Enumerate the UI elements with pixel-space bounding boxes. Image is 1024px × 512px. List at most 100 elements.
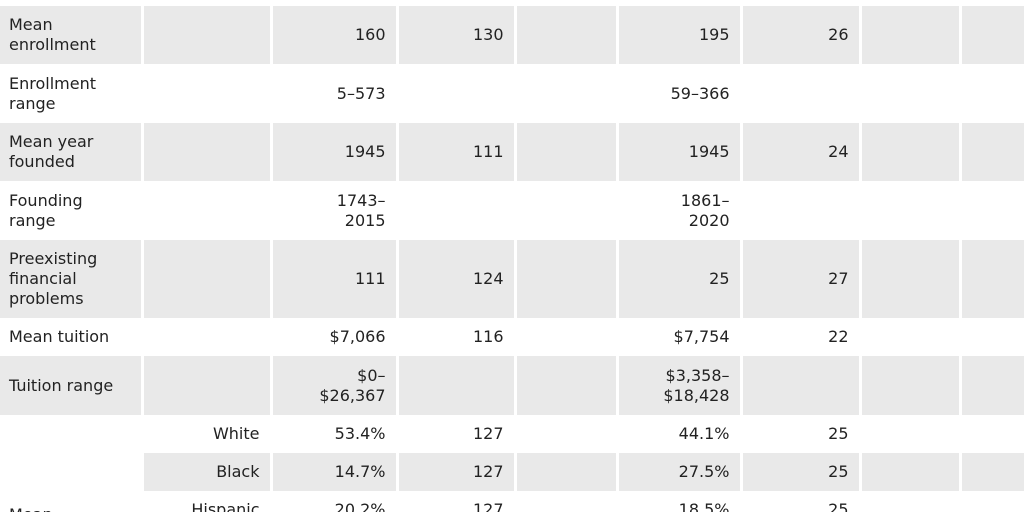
cell: 25	[741, 453, 862, 491]
cell	[515, 453, 619, 491]
row-label: Mean enrollment	[0, 6, 144, 64]
cell	[960, 123, 1024, 181]
cell: $7,066	[271, 318, 399, 356]
cell	[515, 240, 619, 318]
cell	[860, 181, 962, 240]
table-row: Enrollment range 5–573 59–366	[0, 64, 1024, 123]
cell	[741, 181, 862, 240]
sub-label	[142, 6, 273, 64]
row-label: Tuition range	[0, 356, 144, 415]
cell	[860, 356, 962, 415]
cell: $11	[960, 318, 1024, 356]
row-label: Preexisting financial problems	[0, 240, 144, 318]
cell: $7,754	[617, 318, 743, 356]
cell	[741, 356, 862, 415]
cell: 5–573	[271, 64, 399, 123]
cell: 130	[397, 6, 517, 64]
cell: 24	[741, 123, 862, 181]
cell: 160	[271, 6, 399, 64]
cell	[515, 356, 619, 415]
data-table: Mean enrollment 160 130 195 26 Enrollment ran…	[0, 6, 1024, 512]
table-row: Mean enrollment 160 130 195 26	[0, 6, 1024, 64]
cell: $0– $26,367	[271, 356, 399, 415]
cell	[515, 123, 619, 181]
cell	[860, 453, 962, 491]
cell	[960, 6, 1024, 64]
cell: 127	[397, 415, 517, 453]
cell: 14.7%	[271, 453, 399, 491]
cell	[515, 491, 619, 512]
cell: 25	[741, 491, 862, 512]
cell	[960, 356, 1024, 415]
sub-label	[142, 356, 273, 415]
cell: 1861– 2020	[617, 181, 743, 240]
cell: 1945	[617, 123, 743, 181]
cell: 127	[397, 453, 517, 491]
cell	[515, 318, 619, 356]
row-label: Mean	[0, 415, 144, 512]
cell	[515, 64, 619, 123]
table-row: Mean year founded 1945 111 1945 24	[0, 123, 1024, 181]
cell: 1743– 2015	[271, 181, 399, 240]
table-row: Preexisting financial problems 111 124 25 27	[0, 240, 1024, 318]
row-label: Mean tuition	[0, 318, 144, 356]
cell: 1	[960, 491, 1024, 512]
cell: 25	[741, 415, 862, 453]
cell: 18.5%	[617, 491, 743, 512]
cell	[515, 6, 619, 64]
row-label: Enrollment range	[0, 64, 144, 123]
table-row: Tuition range $0– $26,367 $3,358– $18,428	[0, 356, 1024, 415]
sub-label: White	[142, 415, 273, 453]
cell: 6	[960, 415, 1024, 453]
cell	[860, 123, 962, 181]
cell: 44.1%	[617, 415, 743, 453]
cell: 124	[397, 240, 517, 318]
cell: 1945	[271, 123, 399, 181]
cell: 25	[617, 240, 743, 318]
sub-label	[142, 64, 273, 123]
cell	[960, 240, 1024, 318]
cell: 116	[397, 318, 517, 356]
row-label: Mean year founded	[0, 123, 144, 181]
cell	[397, 181, 517, 240]
cell: 127	[397, 491, 517, 512]
table-row: Black 14.7% 127 27.5% 25	[0, 453, 1024, 491]
cell	[515, 415, 619, 453]
cell	[860, 415, 962, 453]
cell	[741, 64, 862, 123]
row-label: Founding range	[0, 181, 144, 240]
cell: 111	[271, 240, 399, 318]
sub-label	[142, 318, 273, 356]
table-row: Founding range 1743– 2015 1861– 2020	[0, 181, 1024, 240]
cell: 27.5%	[617, 453, 743, 491]
sub-label	[142, 181, 273, 240]
cell	[515, 181, 619, 240]
cell	[960, 64, 1024, 123]
cell	[860, 240, 962, 318]
cell	[860, 6, 962, 64]
cell: $3,358– $18,428	[617, 356, 743, 415]
cell: 26	[741, 6, 862, 64]
cell	[860, 491, 962, 512]
cell	[960, 181, 1024, 240]
cell: 195	[617, 6, 743, 64]
cell	[860, 318, 962, 356]
cell: 22	[741, 318, 862, 356]
cell: 111	[397, 123, 517, 181]
cell	[397, 64, 517, 123]
sub-label: Hispanic	[142, 491, 273, 512]
sub-label	[142, 240, 273, 318]
cell: 20.2%	[271, 491, 399, 512]
cell: 53.4%	[271, 415, 399, 453]
cell	[397, 356, 517, 415]
sub-label: Black	[142, 453, 273, 491]
sub-label	[142, 123, 273, 181]
cell: 59–366	[617, 64, 743, 123]
cell: 27	[741, 240, 862, 318]
cell	[860, 64, 962, 123]
cell	[960, 453, 1024, 491]
